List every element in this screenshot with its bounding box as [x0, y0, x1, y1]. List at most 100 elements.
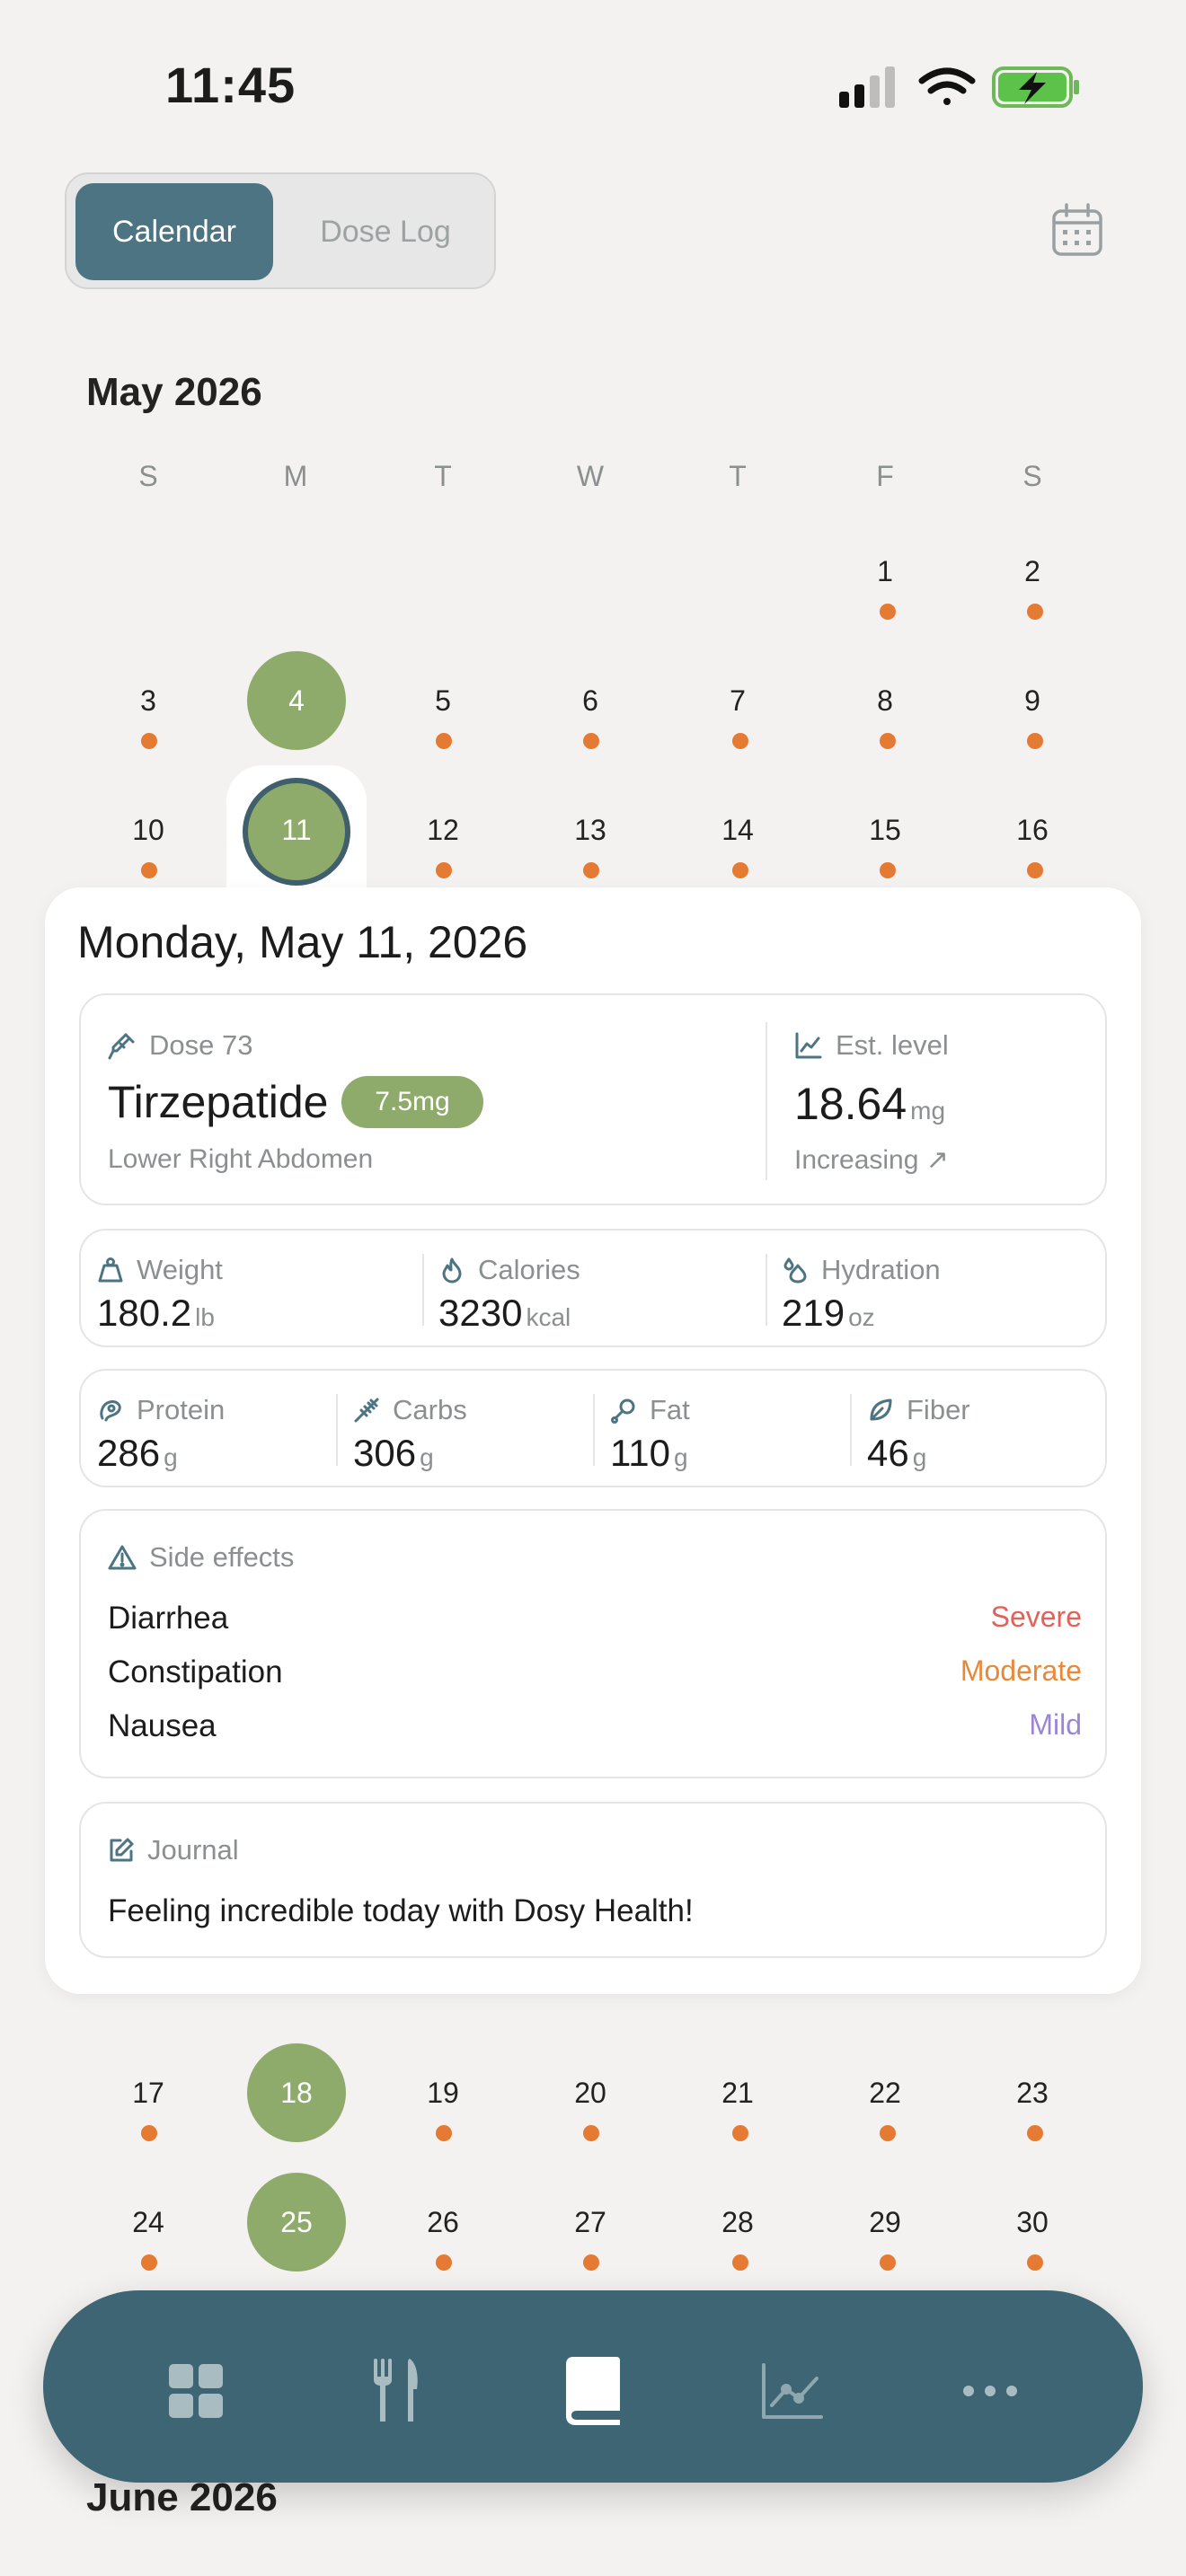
weekday-label: T: [729, 460, 747, 492]
event-dot: [880, 2125, 896, 2141]
event-dot: [436, 2254, 452, 2271]
calendar-day[interactable]: 16: [1016, 814, 1049, 846]
calendar-day[interactable]: 27: [574, 2206, 606, 2238]
view-segmented-control: Calendar Dose Log: [65, 172, 496, 289]
event-dot: [583, 733, 599, 749]
warning-triangle-icon: [108, 1545, 137, 1570]
calendar-day[interactable]: 21: [721, 2077, 754, 2109]
calendar-day[interactable]: 26: [427, 2206, 459, 2238]
calendar-day[interactable]: 29: [869, 2206, 901, 2238]
calendar-day[interactable]: 19: [427, 2077, 459, 2109]
weight-label-row: Weight: [97, 1254, 223, 1286]
nav-trends[interactable]: [757, 2355, 828, 2427]
water-drops-icon: [783, 1257, 807, 1284]
weight-value: 180.2 lb: [97, 1292, 215, 1335]
event-dot: [583, 862, 599, 878]
dose-day-marker: [247, 651, 346, 750]
calendar-day[interactable]: 12: [427, 814, 459, 846]
calendar-day[interactable]: 13: [574, 814, 606, 846]
calendar-tab[interactable]: Calendar: [75, 183, 273, 280]
calendar-day[interactable]: 1: [877, 555, 893, 587]
leaf-icon: [870, 1398, 892, 1421]
calendar-day[interactable]: 3: [140, 684, 156, 717]
battery-charging-icon: [992, 66, 1079, 108]
calendar-day[interactable]: 14: [721, 814, 754, 846]
dose-number: Dose 73: [149, 1029, 253, 1061]
macros-card[interactable]: Protein 286 g Carbs 306 g Fat 110 g: [79, 1369, 1107, 1487]
calendar-day[interactable]: 8: [877, 684, 893, 717]
fat-drumstick-icon: [611, 1398, 635, 1424]
selected-day-marker: [243, 778, 350, 886]
wifi-icon: [918, 67, 976, 105]
calendar-day[interactable]: 23: [1016, 2077, 1049, 2109]
event-dot: [1027, 604, 1043, 620]
side-effect-severity: Mild: [1029, 1708, 1082, 1741]
side-effects-card[interactable]: Side effects Diarrhea Severe Constipatio…: [79, 1509, 1107, 1778]
side-effect-row: Diarrhea Severe: [108, 1601, 1082, 1636]
calendar-day[interactable]: 24: [132, 2206, 164, 2238]
status-icons: [839, 66, 1079, 108]
side-effect-row: Nausea Mild: [108, 1708, 1082, 1744]
calendar-day[interactable]: 17: [132, 2077, 164, 2109]
calendar-day[interactable]: 20: [574, 2077, 606, 2109]
event-dot: [880, 862, 896, 878]
calendar-day[interactable]: 30: [1016, 2206, 1049, 2238]
nav-food[interactable]: [359, 2355, 431, 2427]
side-effect-name: Constipation: [108, 1654, 283, 1689]
carbs-label: Carbs: [393, 1394, 467, 1425]
divider: [422, 1254, 424, 1326]
calendar-day[interactable]: 7: [730, 684, 746, 717]
protein-label-row: Protein: [97, 1394, 225, 1426]
protein-icon: [100, 1400, 121, 1422]
event-dot: [436, 862, 452, 878]
nav-dashboard[interactable]: [160, 2355, 232, 2427]
weekday-label: W: [576, 460, 605, 492]
calendar-day[interactable]: 10: [132, 814, 164, 846]
event-dot: [732, 733, 748, 749]
calendar-day-selected[interactable]: 11: [281, 814, 312, 846]
fork-knife-icon: [374, 2359, 418, 2422]
est-level-unit: mg: [910, 1097, 946, 1125]
calories-unit: kcal: [526, 1303, 571, 1331]
calendar-day[interactable]: 22: [869, 2077, 901, 2109]
dose-log-tab[interactable]: Dose Log: [320, 214, 451, 249]
event-dot: [880, 733, 896, 749]
fiber-label: Fiber: [907, 1394, 970, 1425]
event-dot: [732, 2254, 748, 2271]
journal-card[interactable]: Journal Feeling incredible today with Do…: [79, 1802, 1107, 1958]
est-level-label: Est. level: [836, 1029, 949, 1061]
month-title: May 2026: [86, 370, 262, 414]
calendar-day[interactable]: 15: [869, 814, 901, 846]
day-detail-panel: Monday, May 11, 2026 Dose 73 Tirzepatide…: [45, 887, 1141, 1994]
fiber-value: 46 g: [867, 1432, 926, 1475]
dose-card[interactable]: Dose 73 Tirzepatide 7.5mg Lower Right Ab…: [79, 993, 1107, 1205]
bottom-navigation: [43, 2290, 1143, 2483]
cellular-signal-icon: [839, 66, 895, 108]
nav-more[interactable]: [954, 2355, 1026, 2427]
side-effect-name: Diarrhea: [108, 1601, 229, 1636]
medication-name: Tirzepatide: [108, 1077, 329, 1127]
calendar-day[interactable]: 2: [1024, 555, 1040, 587]
event-dot: [583, 2254, 599, 2271]
event-dot: [880, 2254, 896, 2271]
edit-note-icon: [110, 1838, 134, 1862]
side-effect-row: Constipation Moderate: [108, 1654, 1082, 1690]
weekday-label: S: [1022, 460, 1042, 492]
weekday-label: S: [138, 460, 158, 492]
book-icon: [566, 2357, 620, 2425]
calendar-day[interactable]: 28: [721, 2206, 754, 2238]
hydration-label: Hydration: [821, 1254, 941, 1285]
calendar-day[interactable]: 25: [280, 2206, 313, 2238]
weight-label: Weight: [137, 1254, 223, 1285]
flame-icon: [442, 1257, 462, 1284]
calendar-day[interactable]: 9: [1024, 684, 1040, 717]
divider: [850, 1394, 852, 1466]
journal-title: Journal: [147, 1834, 239, 1866]
calendar-day[interactable]: 18: [280, 2077, 313, 2109]
metrics-card[interactable]: Weight 180.2 lb Calories 3230 kcal Hydrati…: [79, 1229, 1107, 1347]
calendar-day[interactable]: 5: [435, 684, 451, 717]
calendar-day[interactable]: 6: [582, 684, 598, 717]
calendar-day[interactable]: 4: [288, 684, 305, 717]
calendar-icon[interactable]: [1051, 203, 1103, 257]
nav-journal[interactable]: [557, 2355, 629, 2427]
